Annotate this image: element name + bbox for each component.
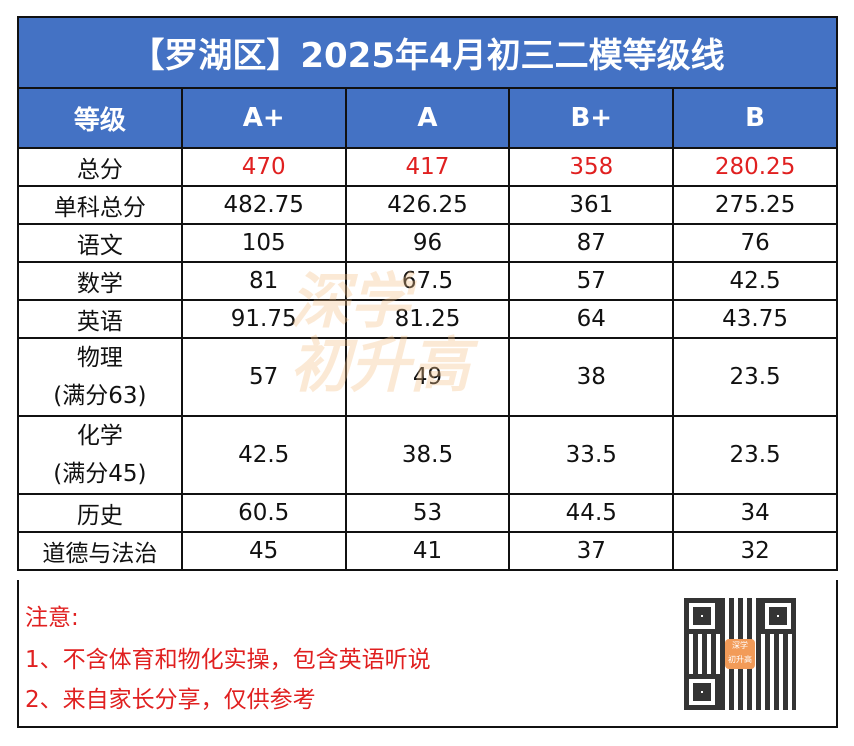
value-cell: 57: [508, 261, 675, 301]
value-cell: 81.25: [344, 299, 511, 339]
value-cell: 53: [344, 493, 511, 533]
table-row: 历史 60.5 53 44.5 34: [17, 493, 838, 533]
value-cell: 33.5: [508, 415, 675, 495]
table-row: 语文 105 96 87 76: [17, 223, 838, 263]
table-row: 数学 81 67.5 57 42.5: [17, 261, 838, 301]
row-label: 语文: [17, 223, 183, 263]
note-item: 1、不含体育和物化实操，包含英语听说: [25, 647, 431, 673]
value-cell: 49: [344, 337, 511, 417]
value-cell: 482.75: [180, 185, 347, 225]
row-label-text: 语文: [76, 233, 123, 259]
header-cell: 等级: [17, 87, 183, 149]
note-heading: 注意:: [25, 605, 79, 631]
row-label: 化学 (满分45): [17, 415, 183, 495]
table-row: 英语 91.75 81.25 64 43.75: [17, 299, 838, 339]
row-label: 单科总分: [17, 185, 183, 225]
value-cell: 91.75: [180, 299, 347, 339]
qr-code: 深学 初升高: [684, 598, 796, 710]
value-cell: 76: [672, 223, 838, 263]
header-cell: B: [672, 87, 838, 149]
table-row: 化学 (满分45) 42.5 38.5 33.5 23.5: [17, 415, 838, 495]
value-cell: 44.5: [508, 493, 675, 533]
table-row: 道德与法治 45 41 37 32: [17, 531, 838, 571]
value-cell: 41: [344, 531, 511, 571]
grade-table: 【罗湖区】2025年4月初三二模等级线 等级 A+ A B+ B 总分 470 41…: [17, 16, 838, 571]
row-label-text: 单科总分: [53, 195, 146, 221]
value-cell: 38.5: [344, 415, 511, 495]
value-cell: 42.5: [672, 261, 838, 301]
row-label-text: 物理: [76, 345, 123, 371]
header-cell: B+: [508, 87, 675, 149]
row-label: 物理 (满分63): [17, 337, 183, 417]
value-cell: 43.75: [672, 299, 838, 339]
value-cell: 37: [508, 531, 675, 571]
value-cell: 32: [672, 531, 838, 571]
row-label-text: 化学: [76, 423, 123, 449]
value-cell: 23.5: [672, 337, 838, 417]
row-label-text: 历史: [76, 503, 123, 529]
row-label: 历史: [17, 493, 183, 533]
notes-box: 注意: 1、不含体育和物化实操，包含英语听说 2、来自家长分享，仅供参考 深学初…: [17, 580, 838, 728]
value-cell: 64: [508, 299, 675, 339]
value-cell: 60.5: [180, 493, 347, 533]
row-label: 道德与法治: [17, 531, 183, 571]
value-cell: 105: [180, 223, 347, 263]
table-row: 物理 (满分63) 57 49 38 23.5: [17, 337, 838, 417]
value-cell: 23.5: [672, 415, 838, 495]
value-cell: 45: [180, 531, 347, 571]
value-cell: 42.5: [180, 415, 347, 495]
row-label-text: 英语: [76, 309, 123, 335]
row-sublabel: (满分63): [53, 383, 147, 409]
note-item: 2、来自家长分享，仅供参考: [25, 687, 316, 713]
value-cell: 361: [508, 185, 675, 225]
table-title: 【罗湖区】2025年4月初三二模等级线: [17, 16, 838, 89]
header-cell: A+: [180, 87, 347, 149]
value-cell: 87: [508, 223, 675, 263]
value-cell: 358: [508, 147, 675, 187]
value-cell: 57: [180, 337, 347, 417]
value-cell: 426.25: [344, 185, 511, 225]
row-label: 数学: [17, 261, 183, 301]
value-cell: 38: [508, 337, 675, 417]
value-cell: 280.25: [672, 147, 838, 187]
value-cell: 275.25: [672, 185, 838, 225]
qr-logo: 深学 初升高: [725, 639, 755, 669]
header-row: 等级 A+ A B+ B: [17, 87, 838, 149]
row-label: 英语: [17, 299, 183, 339]
row-sublabel: (满分45): [53, 461, 147, 487]
value-cell: 67.5: [344, 261, 511, 301]
value-cell: 417: [344, 147, 511, 187]
row-label-text: 总分: [76, 157, 123, 183]
header-cell: A: [344, 87, 511, 149]
table-row: 总分 470 417 358 280.25: [17, 147, 838, 187]
grade-table-container: 【罗湖区】2025年4月初三二模等级线 等级 A+ A B+ B 总分 470 41…: [17, 16, 838, 571]
value-cell: 81: [180, 261, 347, 301]
table-row: 单科总分 482.75 426.25 361 275.25: [17, 185, 838, 225]
value-cell: 96: [344, 223, 511, 263]
row-label: 总分: [17, 147, 183, 187]
row-label-text: 道德与法治: [42, 541, 158, 567]
value-cell: 470: [180, 147, 347, 187]
value-cell: 34: [672, 493, 838, 533]
row-label-text: 数学: [76, 271, 123, 297]
